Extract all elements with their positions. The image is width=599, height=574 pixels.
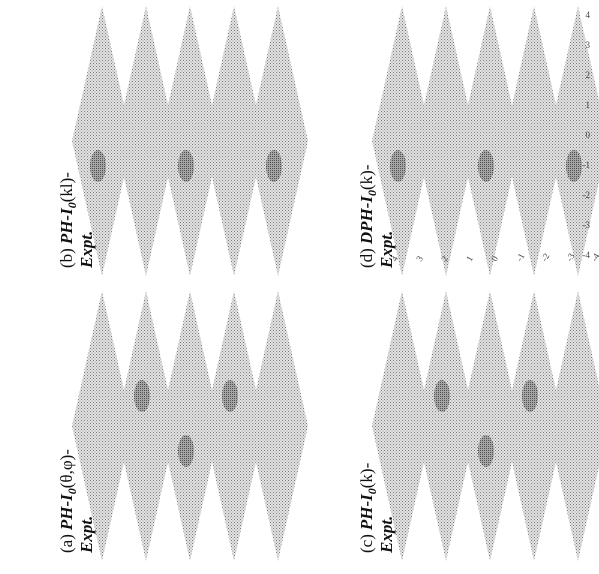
diamond-slice: [248, 6, 308, 276]
panel-name: PH-I: [357, 493, 376, 531]
panel-label: (b) PH-I0(kl)-: [57, 172, 79, 268]
diamond-slice: [548, 291, 599, 561]
diamond-slice: [504, 6, 564, 276]
density-blob: [478, 435, 494, 467]
density-blob: [434, 380, 450, 412]
diamond-slice: [72, 6, 132, 276]
panel-name: PH-I: [57, 493, 76, 531]
panel-subscript: 0: [365, 190, 379, 196]
axis-tick-label: 0: [489, 254, 500, 263]
axis-tick-label: -1: [583, 160, 591, 170]
axis-tick-label: 1: [464, 254, 475, 263]
diamond-slice: [460, 291, 520, 561]
panel-subscript: 0: [365, 488, 379, 494]
axis-tick-label: 4: [586, 10, 591, 20]
axis-tick-label: -3: [583, 220, 591, 230]
diamond-slice: [248, 291, 308, 561]
panel-label: (a) PH-I0(θ,φ)-: [57, 449, 79, 553]
diamond-slice: [72, 291, 132, 561]
density-blob: [478, 150, 494, 182]
density-blob: [390, 150, 406, 182]
density-blob: [178, 435, 194, 467]
panel-name: DPH-I: [357, 195, 376, 246]
axis-tick-label: -4: [589, 251, 599, 263]
panel-subscript: 0: [65, 202, 79, 208]
panel-label: (c) PH-I0(k)-: [357, 462, 379, 553]
panel: (c) PH-I0(k)- Expt.: [357, 291, 599, 561]
diamond-slice: [416, 291, 476, 561]
density-blob: [90, 150, 106, 182]
density-blob: [566, 150, 582, 182]
diamond-slice: [116, 6, 176, 276]
panel-tag: (a): [57, 534, 76, 553]
axis-tick-label: 3: [586, 40, 591, 50]
density-blob: [222, 380, 238, 412]
axis-tick-label: 2: [586, 70, 591, 80]
axis-tick-label: -1: [514, 252, 526, 263]
axis-tick-label: 4: [389, 254, 400, 263]
density-blob: [522, 380, 538, 412]
panel-note: Expt.: [77, 516, 96, 554]
panel-note: Expt.: [377, 516, 396, 554]
panel-tag: (d): [357, 248, 376, 268]
diamond-slice: [372, 6, 432, 276]
diamond-slice: [416, 6, 476, 276]
axis-tick-label: 1: [586, 100, 591, 110]
axis-tick-label: 2: [439, 254, 450, 263]
diamond-slice: [160, 291, 220, 561]
panel-name: PH-I: [57, 207, 76, 245]
panel-label: (d) DPH-I0(k)-: [357, 164, 379, 268]
diamond-slice: [372, 291, 432, 561]
diamond-slice: [204, 291, 264, 561]
axis-tick-label: 3: [414, 254, 425, 263]
axis-tick-label: -2: [539, 252, 551, 263]
axis-tick-label: -3: [564, 251, 577, 263]
diamond-slice: [160, 6, 220, 276]
diamond-slice: [116, 291, 176, 561]
density-blob: [266, 150, 282, 182]
panel-subscript: 0: [65, 488, 79, 494]
axis-tick-label: 0: [586, 130, 591, 140]
axis-tick-label: -4: [583, 250, 591, 260]
panel: (a) PH-I0(θ,φ)- Expt.: [57, 291, 308, 561]
axis-tick-label: -2: [583, 190, 591, 200]
diamond-slice: [504, 291, 564, 561]
panel-note: Expt.: [77, 231, 96, 269]
panel-tag: (b): [57, 248, 76, 268]
panel: (b) PH-I0(kl)- Expt.: [57, 6, 308, 276]
density-blob: [178, 150, 194, 182]
panel-args: (k)-: [357, 164, 376, 190]
panel-args: (kl)-: [57, 172, 76, 203]
panel-tag: (c): [357, 534, 376, 553]
panel: (d)DPH-I0(k)-Expt.4433221100-1-1-2-2-3-3…: [357, 6, 599, 276]
diamond-slice: [204, 6, 264, 276]
panel-args: (k)-: [357, 462, 376, 488]
diamond-slice: [548, 6, 599, 276]
panel-note: Expt.: [377, 231, 396, 269]
diamond-slice: [460, 6, 520, 276]
density-blob: [134, 380, 150, 412]
panel-args: (θ,φ)-: [57, 449, 76, 489]
